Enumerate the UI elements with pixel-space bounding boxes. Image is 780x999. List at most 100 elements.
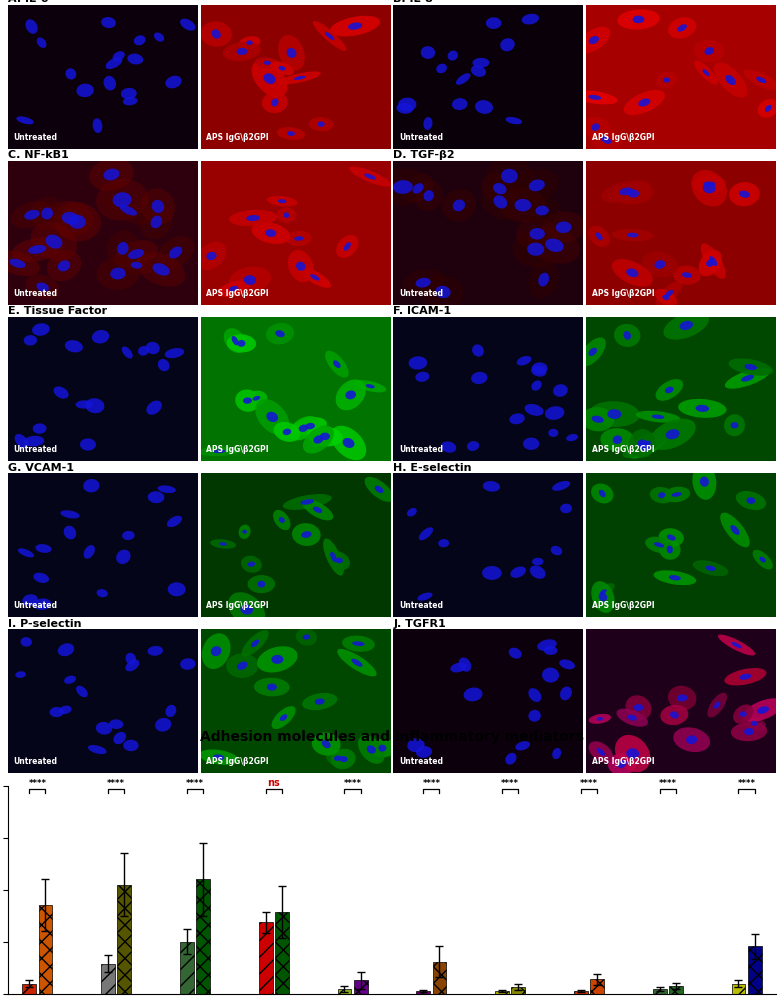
Ellipse shape: [236, 48, 247, 55]
Ellipse shape: [277, 127, 305, 140]
Ellipse shape: [224, 329, 246, 353]
Ellipse shape: [344, 242, 351, 251]
Ellipse shape: [246, 391, 267, 406]
Text: Untreated: Untreated: [399, 133, 443, 142]
Text: APS IgG\β2GPI: APS IgG\β2GPI: [592, 445, 654, 454]
Ellipse shape: [746, 498, 756, 503]
Ellipse shape: [271, 706, 296, 729]
Ellipse shape: [525, 404, 544, 416]
Ellipse shape: [597, 748, 605, 756]
Text: ****: ****: [186, 779, 204, 788]
Ellipse shape: [264, 61, 271, 65]
Ellipse shape: [616, 708, 648, 726]
Ellipse shape: [670, 711, 679, 718]
Ellipse shape: [744, 728, 754, 735]
Ellipse shape: [368, 739, 397, 757]
Ellipse shape: [505, 753, 516, 764]
Ellipse shape: [714, 62, 747, 98]
Ellipse shape: [199, 749, 239, 765]
Ellipse shape: [354, 380, 386, 393]
Bar: [748, 946, 761, 994]
Ellipse shape: [663, 487, 690, 502]
Ellipse shape: [637, 440, 647, 448]
Ellipse shape: [309, 117, 334, 131]
Ellipse shape: [265, 229, 276, 237]
Ellipse shape: [37, 283, 49, 292]
Ellipse shape: [622, 432, 667, 458]
Ellipse shape: [328, 551, 350, 569]
Ellipse shape: [96, 722, 112, 734]
Ellipse shape: [41, 208, 53, 220]
Ellipse shape: [627, 233, 639, 238]
Ellipse shape: [590, 128, 622, 152]
Ellipse shape: [23, 594, 38, 606]
Ellipse shape: [348, 22, 362, 30]
Ellipse shape: [167, 515, 182, 527]
Ellipse shape: [493, 183, 506, 194]
Ellipse shape: [286, 231, 312, 246]
Text: ****: ****: [659, 779, 677, 788]
Ellipse shape: [629, 438, 665, 459]
Ellipse shape: [122, 347, 133, 359]
Ellipse shape: [353, 641, 364, 646]
Ellipse shape: [197, 447, 241, 457]
Ellipse shape: [320, 433, 330, 441]
Ellipse shape: [237, 340, 246, 347]
Ellipse shape: [665, 430, 679, 440]
Text: A. IL-6: A. IL-6: [8, 0, 48, 4]
Bar: [590, 979, 604, 994]
Ellipse shape: [252, 60, 287, 97]
Ellipse shape: [714, 701, 721, 708]
Ellipse shape: [243, 398, 252, 404]
Ellipse shape: [378, 744, 386, 751]
Ellipse shape: [626, 695, 651, 720]
Ellipse shape: [157, 236, 194, 269]
Ellipse shape: [589, 36, 599, 44]
Ellipse shape: [246, 40, 253, 45]
Ellipse shape: [765, 105, 771, 112]
Ellipse shape: [500, 38, 515, 51]
Ellipse shape: [152, 263, 170, 276]
Text: E. Tissue Factor: E. Tissue Factor: [8, 307, 107, 317]
Ellipse shape: [37, 37, 47, 48]
Ellipse shape: [592, 583, 615, 600]
Ellipse shape: [276, 208, 296, 223]
Text: B. IL-8: B. IL-8: [393, 0, 433, 4]
Ellipse shape: [662, 295, 669, 300]
Text: Untreated: Untreated: [399, 601, 443, 610]
Ellipse shape: [301, 531, 311, 537]
Ellipse shape: [64, 675, 76, 683]
Ellipse shape: [700, 244, 725, 279]
Ellipse shape: [467, 442, 479, 451]
Ellipse shape: [278, 66, 285, 71]
Ellipse shape: [267, 196, 297, 207]
Ellipse shape: [654, 260, 665, 269]
Ellipse shape: [26, 19, 37, 34]
Ellipse shape: [739, 711, 746, 717]
Ellipse shape: [601, 180, 651, 203]
Text: APS IgG\β2GPI: APS IgG\β2GPI: [206, 601, 269, 610]
Ellipse shape: [633, 704, 643, 711]
Ellipse shape: [636, 411, 680, 423]
Ellipse shape: [416, 372, 429, 382]
Ellipse shape: [251, 222, 290, 244]
Ellipse shape: [531, 381, 542, 391]
Ellipse shape: [264, 73, 275, 84]
Ellipse shape: [516, 218, 558, 250]
Ellipse shape: [239, 36, 261, 49]
Text: Untreated: Untreated: [399, 289, 443, 298]
Ellipse shape: [438, 539, 449, 547]
Ellipse shape: [330, 16, 380, 37]
Ellipse shape: [581, 408, 614, 432]
Ellipse shape: [419, 527, 433, 540]
Ellipse shape: [83, 479, 100, 493]
Ellipse shape: [523, 438, 539, 450]
Ellipse shape: [126, 652, 136, 664]
Ellipse shape: [589, 714, 611, 724]
Ellipse shape: [624, 90, 665, 115]
Ellipse shape: [566, 434, 578, 442]
Ellipse shape: [314, 436, 324, 444]
Ellipse shape: [26, 275, 60, 300]
Ellipse shape: [32, 324, 50, 336]
Ellipse shape: [146, 342, 160, 355]
